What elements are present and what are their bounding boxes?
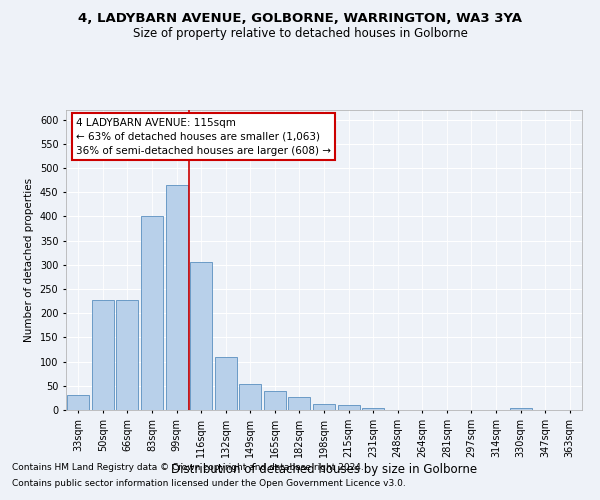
Bar [313, 404, 335, 410]
Bar [338, 404, 359, 410]
Text: Size of property relative to detached houses in Golborne: Size of property relative to detached ho… [133, 28, 467, 40]
Bar [215, 357, 237, 410]
Bar [264, 391, 286, 410]
Bar [190, 262, 212, 410]
Y-axis label: Number of detached properties: Number of detached properties [24, 178, 34, 342]
Bar [92, 300, 114, 410]
Bar [239, 384, 262, 410]
Bar [67, 396, 89, 410]
Bar [141, 216, 163, 410]
Text: Contains HM Land Registry data © Crown copyright and database right 2024.: Contains HM Land Registry data © Crown c… [12, 464, 364, 472]
Text: 4 LADYBARN AVENUE: 115sqm
← 63% of detached houses are smaller (1,063)
36% of se: 4 LADYBARN AVENUE: 115sqm ← 63% of detac… [76, 118, 331, 156]
Bar [289, 398, 310, 410]
Bar [116, 300, 139, 410]
Bar [362, 408, 384, 410]
X-axis label: Distribution of detached houses by size in Golborne: Distribution of detached houses by size … [171, 462, 477, 475]
Bar [166, 186, 188, 410]
Text: Contains public sector information licensed under the Open Government Licence v3: Contains public sector information licen… [12, 478, 406, 488]
Bar [509, 408, 532, 410]
Text: 4, LADYBARN AVENUE, GOLBORNE, WARRINGTON, WA3 3YA: 4, LADYBARN AVENUE, GOLBORNE, WARRINGTON… [78, 12, 522, 26]
